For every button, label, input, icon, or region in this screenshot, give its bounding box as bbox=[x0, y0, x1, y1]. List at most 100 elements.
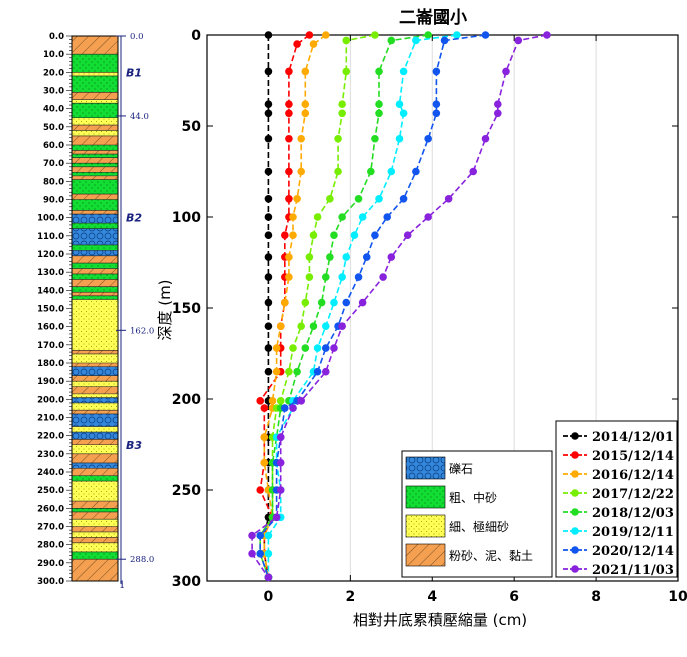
depth-tick-label: 0.0 bbox=[49, 32, 64, 42]
soil-layer-sand bbox=[72, 286, 118, 293]
data-point bbox=[264, 213, 273, 221]
depth-tick-label: 210.0 bbox=[37, 414, 64, 424]
data-point bbox=[326, 253, 334, 261]
data-point bbox=[305, 31, 314, 39]
soil-layer-clay bbox=[72, 410, 118, 414]
data-point bbox=[264, 67, 273, 76]
x-tick-label: 10 bbox=[668, 589, 687, 605]
data-point bbox=[297, 134, 306, 143]
data-point bbox=[264, 344, 273, 352]
data-point bbox=[264, 253, 273, 261]
data-point bbox=[334, 134, 342, 143]
legend-entry: 2017/12/22 bbox=[563, 487, 674, 502]
data-point bbox=[321, 273, 330, 281]
soil-swatch-fine bbox=[405, 514, 446, 538]
soil-layer-clay bbox=[72, 350, 118, 354]
borehole-column: 0.010.020.030.040.050.060.070.080.090.01… bbox=[37, 32, 154, 591]
soil-layer-sand bbox=[72, 75, 118, 93]
legend-marker bbox=[571, 432, 579, 440]
depth-tick-label: 140.0 bbox=[37, 286, 64, 296]
data-point bbox=[301, 100, 310, 108]
depth-marker-label: 44.0 bbox=[130, 112, 149, 122]
soil-layer-fine bbox=[72, 99, 118, 104]
aquifer-label: B3 bbox=[126, 439, 142, 452]
data-point bbox=[338, 273, 346, 281]
legend-marker bbox=[571, 470, 579, 478]
series-2020-12-14 bbox=[256, 31, 490, 582]
data-point bbox=[301, 344, 310, 352]
x-axis: 0 2 4 6 8 10 bbox=[264, 35, 687, 605]
soil-layer-gravel bbox=[72, 432, 118, 440]
soil-layer-fine bbox=[72, 444, 118, 454]
legend-label: 2016/12/14 bbox=[592, 468, 674, 483]
soil-layer-clay bbox=[72, 150, 118, 155]
y-tick-label: 50 bbox=[182, 119, 202, 135]
data-point bbox=[412, 36, 420, 45]
legend-label: 2019/12/11 bbox=[592, 525, 674, 540]
soil-swatch-gravel bbox=[405, 456, 446, 480]
data-point bbox=[285, 195, 293, 203]
soil-layer-fine bbox=[72, 299, 118, 351]
soil-layer-clay bbox=[72, 363, 118, 367]
depth-tick-label: 130.0 bbox=[37, 268, 64, 278]
depth-tick-label: 60.0 bbox=[43, 141, 64, 151]
data-point bbox=[342, 67, 351, 76]
soil-layer-clay bbox=[72, 559, 118, 581]
depth-tick-label: 200.0 bbox=[37, 395, 64, 405]
depth-tick-label: 230.0 bbox=[37, 450, 64, 460]
y-tick-label: 150 bbox=[172, 301, 201, 317]
soil-legend-label: 細、極細砂 bbox=[449, 519, 509, 534]
soil-layer-clay bbox=[72, 210, 118, 215]
data-point bbox=[481, 134, 490, 143]
data-point bbox=[272, 344, 281, 352]
data-point bbox=[285, 109, 293, 118]
data-point bbox=[264, 273, 273, 281]
legend-label: 2014/12/01 bbox=[592, 430, 674, 445]
soil-swatch-clay bbox=[405, 543, 446, 567]
depth-tick-label: 260.0 bbox=[37, 504, 64, 514]
soil-layer-fine bbox=[72, 130, 118, 136]
series-line bbox=[259, 34, 376, 578]
soil-layer-fine bbox=[72, 542, 118, 552]
data-point bbox=[358, 213, 367, 221]
data-point bbox=[375, 109, 383, 118]
data-point bbox=[502, 67, 510, 76]
y-axis-label: 深度 (m) bbox=[156, 279, 174, 340]
soil-layer-clay bbox=[72, 157, 118, 164]
soil-layer-clay bbox=[72, 36, 118, 55]
soil-layer-sand bbox=[72, 154, 118, 158]
soil-layer-clay bbox=[72, 194, 118, 200]
depth-tick-label: 290.0 bbox=[37, 559, 64, 569]
x-tick-label: 8 bbox=[591, 589, 601, 605]
data-point bbox=[317, 298, 326, 307]
data-point bbox=[424, 31, 432, 39]
legend-marker bbox=[571, 565, 579, 573]
depth-tick-label: 40.0 bbox=[43, 105, 64, 115]
soil-layer-sand bbox=[72, 508, 118, 512]
data-point bbox=[350, 231, 359, 239]
data-point bbox=[276, 322, 285, 331]
data-point bbox=[309, 40, 318, 48]
data-point bbox=[424, 213, 432, 221]
series-layer bbox=[248, 31, 551, 582]
soil-layer-fine bbox=[72, 481, 118, 502]
data-point bbox=[399, 109, 408, 118]
y-axis: 0 50 100 150 200 250 300 bbox=[172, 28, 678, 590]
data-point bbox=[338, 100, 346, 108]
depth-tick-label: 220.0 bbox=[37, 432, 64, 442]
soil-layer-clay bbox=[72, 511, 118, 520]
series-2021-11-03 bbox=[248, 31, 551, 582]
legend-marker bbox=[571, 527, 579, 535]
soil-layer-clay bbox=[72, 292, 118, 296]
data-point bbox=[264, 573, 273, 582]
data-point bbox=[367, 167, 375, 176]
data-point bbox=[493, 109, 502, 118]
data-point bbox=[276, 486, 285, 494]
soil-layer-clay bbox=[72, 375, 118, 382]
soil-layer-fine bbox=[72, 117, 118, 126]
series-legend: 2014/12/01 2015/12/14 2016/12/14 2017/12/22… bbox=[555, 420, 678, 578]
data-point bbox=[248, 549, 256, 558]
soil-layer-sand bbox=[72, 145, 118, 151]
data-point bbox=[342, 36, 351, 45]
data-point bbox=[375, 195, 383, 203]
